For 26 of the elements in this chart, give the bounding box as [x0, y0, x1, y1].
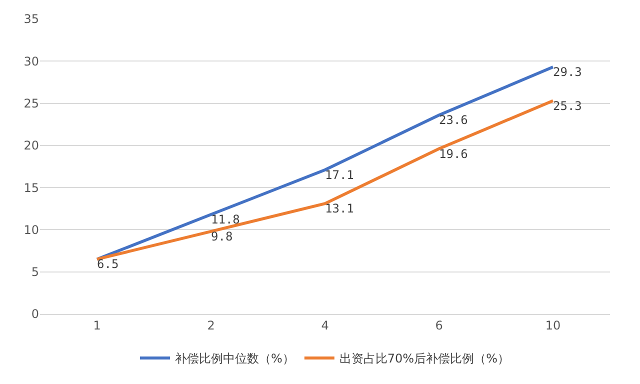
x-tick-label: 4 [321, 318, 329, 332]
line-series [96, 66, 554, 261]
data-label: 9.8 [211, 229, 233, 244]
x-tick-label: 1 [93, 318, 101, 332]
legend-label: 补偿比例中位数（%） [175, 352, 294, 366]
data-label: 17.1 [325, 168, 354, 182]
y-tick-label: 0 [31, 307, 39, 322]
data-label: 6.5 [97, 257, 119, 272]
x-tick-label: 2 [207, 318, 215, 332]
y-tick-label: 20 [24, 138, 39, 153]
y-tick-label: 10 [24, 222, 39, 237]
data-label: 25.3 [553, 98, 582, 113]
data-label: 19.6 [439, 146, 468, 161]
y-tick-label: 35 [24, 12, 39, 26]
data-label: 29.3 [553, 65, 582, 80]
data-label: 11.8 [211, 212, 240, 227]
data-label: 13.1 [325, 202, 354, 216]
y-tick-label: 25 [24, 96, 39, 110]
legend-label: 出资占比70%后补偿比例（%） [339, 352, 510, 366]
data-label: 23.6 [439, 113, 468, 128]
y-tick-label: 5 [31, 265, 39, 280]
y-tick-label: 30 [24, 54, 39, 68]
x-tick-label: 10 [545, 318, 561, 332]
x-tick-label: 6 [435, 318, 443, 332]
y-tick-label: 15 [24, 180, 39, 195]
line-series [96, 99, 554, 261]
